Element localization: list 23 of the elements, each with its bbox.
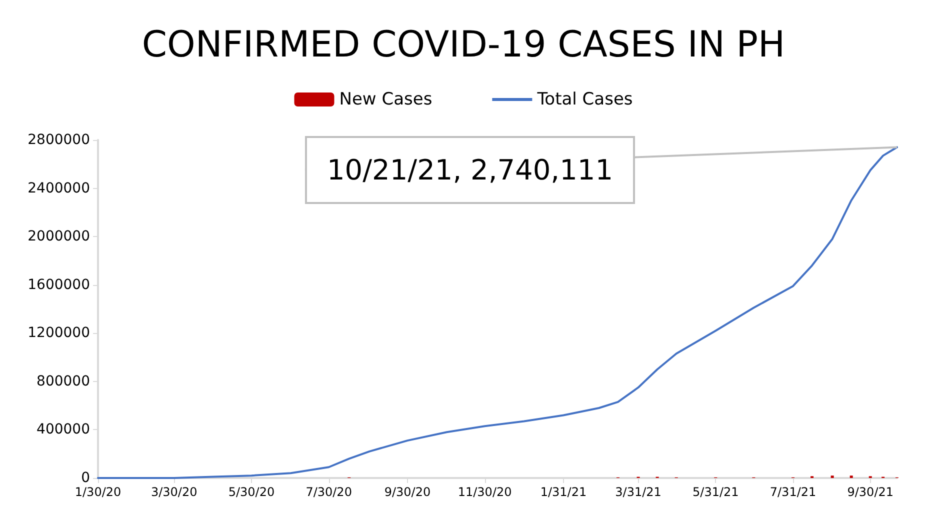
y-tick-label: 400000 <box>36 422 90 438</box>
y-tick-label: 1200000 <box>28 325 90 342</box>
chart-title: CONFIRMED COVID-19 CASES IN PH <box>142 24 786 66</box>
x-tick-label: 5/31/21 <box>692 485 739 499</box>
x-tick-label: 3/30/20 <box>150 485 198 499</box>
y-tick-label: 2000000 <box>28 228 90 245</box>
y-tick-label: 0 <box>81 470 90 486</box>
y-tick-label: 1600000 <box>28 276 90 293</box>
legend-label: New Cases <box>339 90 432 110</box>
x-tick-label: 9/30/20 <box>384 485 431 499</box>
x-tick-label: 3/31/21 <box>615 485 662 499</box>
annotation: 10/21/21, 2,740,111 <box>326 154 614 186</box>
x-tick-label: 1/31/21 <box>540 485 587 499</box>
x-tick-label: 11/30/20 <box>458 485 512 499</box>
x-tick-label: 9/30/21 <box>847 485 894 499</box>
x-tick-label: 7/30/20 <box>306 485 352 499</box>
y-tick-label: 2800000 <box>28 132 90 148</box>
legend-label: Total Cases <box>536 90 633 110</box>
x-tick-label: 1/30/20 <box>74 485 122 499</box>
x-tick-label: 5/30/20 <box>228 485 275 499</box>
x-tick-label: 7/31/21 <box>770 485 816 499</box>
y-tick-label: 800000 <box>36 373 90 390</box>
y-tick-label: 2400000 <box>28 180 90 196</box>
